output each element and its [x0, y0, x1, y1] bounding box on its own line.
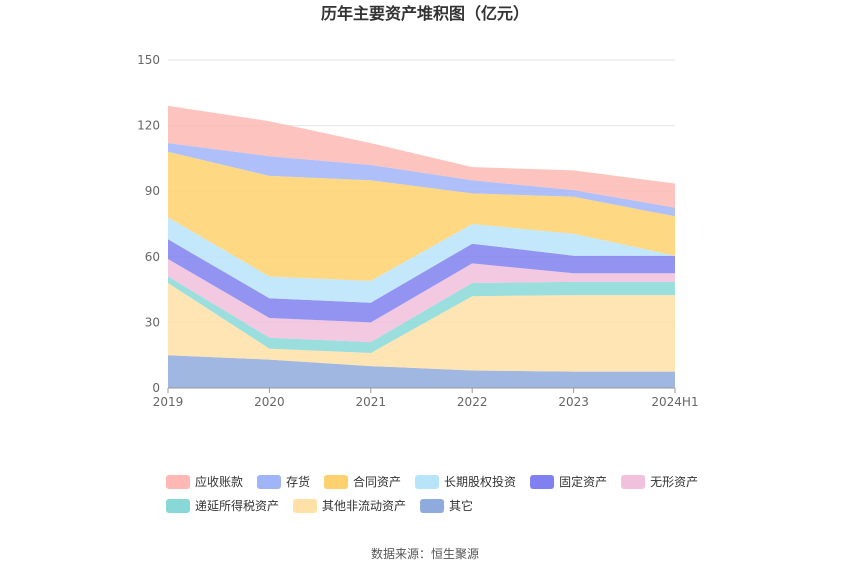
y-tick-label: 0: [152, 381, 160, 395]
x-tick-label: 2024H1: [651, 395, 698, 409]
area-series: [168, 105, 675, 388]
legend-swatch: [293, 499, 318, 513]
legend-swatch: [621, 475, 646, 489]
legend-label: 无形资产: [650, 475, 698, 489]
legend-swatch: [166, 499, 190, 513]
legend-label: 其它: [449, 498, 473, 513]
legend-label: 其他非流动资产: [322, 499, 406, 513]
area-4: [168, 239, 675, 323]
chart-title: 历年主要资产堆积图（亿元）: [321, 4, 529, 23]
area-6: [168, 151, 675, 281]
area-7: [168, 143, 675, 217]
legend-swatch: [324, 475, 349, 489]
x-tick-label: 2023: [558, 395, 589, 409]
data-source-note: 数据来源：恒生聚源: [371, 546, 479, 561]
area-8: [168, 105, 675, 208]
y-tick-label: 120: [137, 119, 160, 133]
legend-swatch: [530, 475, 555, 489]
legend-label: 应收账款: [195, 474, 243, 489]
y-tick-label: 60: [145, 250, 160, 264]
legend-label: 存货: [286, 474, 310, 489]
area-0: [168, 355, 675, 388]
legend-item: 存货: [257, 474, 310, 489]
x-tick-label: 2021: [356, 395, 387, 409]
y-tick-label: 30: [145, 315, 160, 329]
x-tick-label: 2019: [153, 395, 184, 409]
area-1: [168, 283, 675, 372]
area-3: [168, 259, 675, 343]
legend-swatch: [420, 499, 445, 513]
legend-item: 合同资产: [324, 474, 401, 489]
legend-swatch: [415, 475, 440, 489]
legend-swatch: [257, 475, 282, 489]
legend-label: 合同资产: [353, 474, 401, 489]
legend-item: 长期股权投资: [415, 474, 516, 489]
legend-item: 其它: [420, 498, 473, 513]
legend-item: 其他非流动资产: [293, 499, 406, 513]
y-tick-label: 150: [137, 53, 160, 67]
legend-label: 长期股权投资: [444, 474, 516, 489]
area-2: [168, 276, 675, 353]
legend-item: 无形资产: [621, 475, 698, 489]
y-tick-label: 90: [145, 184, 160, 198]
legend-swatch: [166, 475, 190, 489]
legend-item: 固定资产: [530, 474, 607, 489]
legend-label: 递延所得税资产: [195, 498, 279, 513]
x-tick-label: 2020: [254, 395, 285, 409]
legend-label: 固定资产: [559, 474, 607, 489]
legend-item: 应收账款: [166, 474, 243, 489]
area-5: [168, 217, 675, 303]
x-tick-label: 2022: [457, 395, 488, 409]
axes: 0 30 60 90 120 150 2019 2020 2021 2022 2023 2024H1: [137, 53, 699, 409]
legend-item: 递延所得税资产: [166, 498, 279, 513]
